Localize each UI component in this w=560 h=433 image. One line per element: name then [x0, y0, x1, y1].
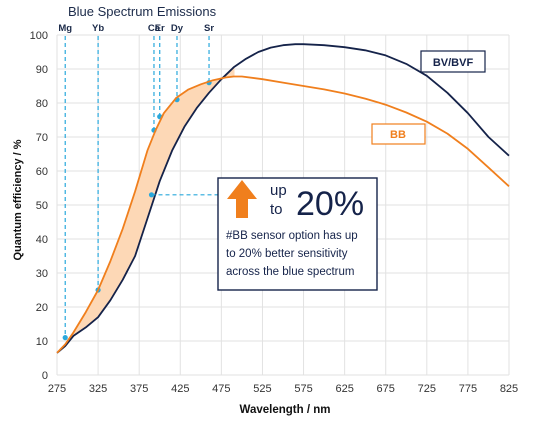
- x-tick-label: 425: [171, 383, 189, 395]
- callout-body-line: #BB sensor option has up: [226, 230, 358, 242]
- emission-label-mg: Mg: [58, 23, 72, 34]
- y-tick-label: 50: [36, 200, 48, 212]
- x-tick-label: 675: [377, 383, 395, 395]
- legend-label-bv-bvf: BV/BVF: [433, 57, 474, 69]
- series-line-bv-bvf: [56, 43, 510, 354]
- y-tick-label: 80: [36, 98, 48, 110]
- callout-to-text: to: [270, 201, 283, 218]
- x-tick-label: 525: [253, 383, 271, 395]
- x-tick-label: 725: [418, 383, 436, 395]
- y-tick-label: 60: [36, 166, 48, 178]
- y-tick-label: 20: [36, 302, 48, 314]
- y-tick-label: 0: [42, 370, 48, 382]
- x-tick-label: 475: [212, 383, 230, 395]
- callout-body-line: across the blue spectrum: [226, 266, 354, 278]
- bb-advantage-area: [57, 66, 235, 353]
- y-tick-label: 30: [36, 268, 48, 280]
- x-axis-label: Wavelength / nm: [240, 404, 331, 416]
- emission-marker-mg: [62, 335, 68, 341]
- y-axis-label: Quantum efficiency / %: [12, 139, 24, 260]
- y-tick-label: 10: [36, 336, 48, 348]
- series-lines: [56, 43, 510, 354]
- emission-label-dy: Dy: [171, 23, 184, 34]
- annotation-callout: up to 20% #BB sensor option has up to 20% be…: [148, 177, 378, 291]
- callout-up-text: up: [270, 182, 287, 199]
- y-tick-label: 90: [36, 64, 48, 76]
- legend: BV/BVF BB: [371, 50, 486, 145]
- y-tick-label: 40: [36, 234, 48, 246]
- x-tick-label: 325: [89, 383, 107, 395]
- legend-box-bv-bvf: [420, 50, 486, 73]
- y-tick-label: 70: [36, 132, 48, 144]
- emission-label-er: Er: [155, 23, 165, 34]
- y-tick-label: 100: [30, 30, 48, 42]
- callout-big-percent: 20%: [296, 185, 364, 223]
- x-tick-label: 775: [459, 383, 477, 395]
- emission-label-ca: Ca: [148, 23, 161, 34]
- x-tick-label: 375: [130, 383, 148, 395]
- up-arrow-icon: [227, 180, 257, 218]
- axis-titles: Wavelength / nm Quantum efficiency / %: [12, 139, 330, 416]
- x-tick-label: 275: [48, 383, 66, 395]
- x-tick-label: 625: [335, 383, 353, 395]
- emission-label-yb: Yb: [92, 23, 104, 34]
- emission-label-sr: Sr: [204, 23, 214, 34]
- series-line-bb: [56, 75, 510, 354]
- x-tick-label: 575: [294, 383, 312, 395]
- legend-box-bb: [371, 123, 426, 145]
- fill-layer: [57, 66, 235, 353]
- chart-title: Blue Spectrum Emissions: [68, 4, 217, 19]
- x-tick-label: 825: [500, 383, 518, 395]
- legend-label-bb: BB: [390, 129, 406, 141]
- callout-body-line: to 20% better sensitivity: [226, 248, 348, 260]
- tick-labels: 0 10 20 30 40 50 60 70 80 90 100 275 325 375 425 475 525…: [30, 30, 519, 395]
- callout-marker: [148, 192, 155, 198]
